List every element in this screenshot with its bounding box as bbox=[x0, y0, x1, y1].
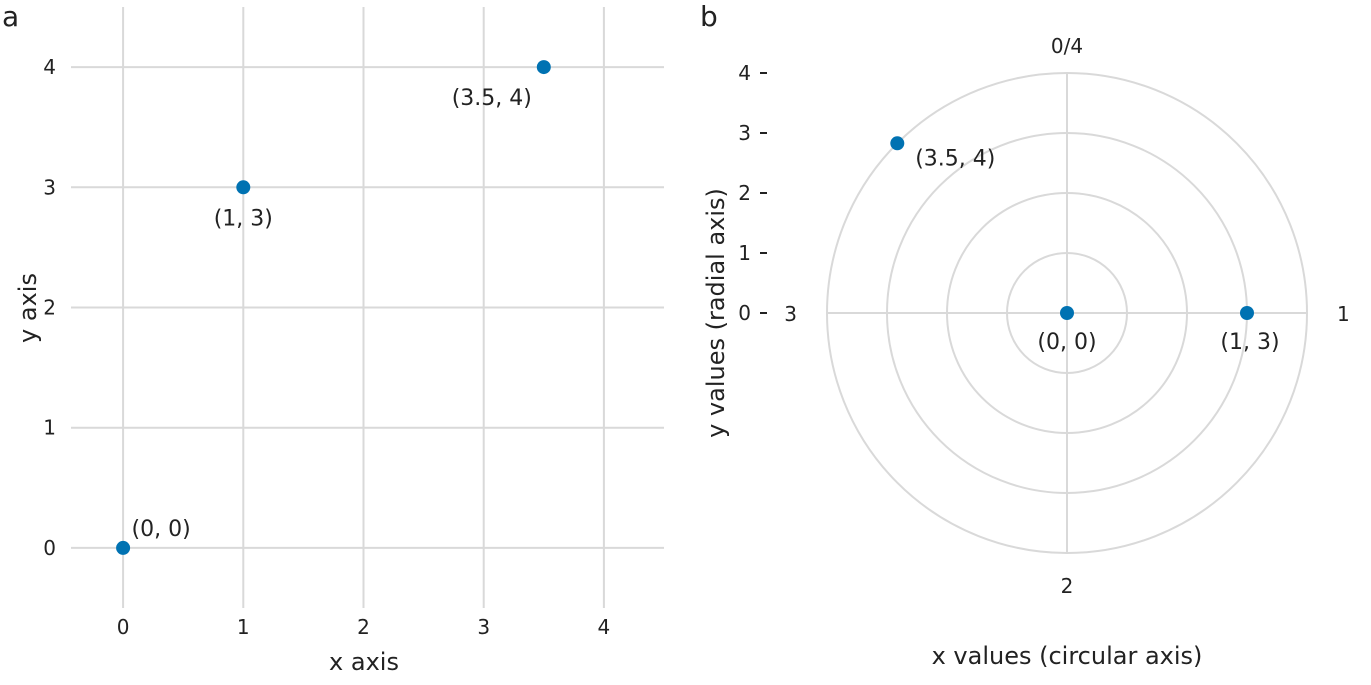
x-axis-title: x axis bbox=[329, 648, 399, 676]
angular-tick-label: 2 bbox=[1061, 574, 1074, 598]
data-point bbox=[236, 180, 251, 195]
point-label: (0, 0) bbox=[1037, 330, 1096, 355]
x-tick-label: 0 bbox=[117, 615, 130, 639]
y-tick-label: 1 bbox=[43, 416, 56, 440]
y-tick-label: 0 bbox=[43, 536, 56, 560]
cartesian-points bbox=[116, 60, 551, 555]
panel-a-tag: a bbox=[2, 0, 19, 33]
data-point bbox=[1060, 306, 1074, 320]
data-point bbox=[536, 60, 551, 75]
cartesian-panel: a 0 1 2 3 4 0 1 2 3 4 (0, 0) (1, 3) (3.5, 4) x axis… bbox=[2, 0, 664, 676]
angular-tick-label: 0/4 bbox=[1051, 34, 1083, 58]
y-tick-label: 4 bbox=[43, 55, 56, 79]
panel-b-tag: b bbox=[700, 0, 718, 33]
cartesian-tick-labels: 0 1 2 3 4 0 1 2 3 4 bbox=[43, 55, 610, 639]
x-tick-label: 3 bbox=[477, 615, 490, 639]
polar-panel: b 0/4 1 2 3 0 1 2 3 4 (0, 0) (1, 3) (3.5, 4) x val… bbox=[700, 0, 1350, 670]
radial-tick-label: 0 bbox=[738, 301, 751, 325]
point-label: (3.5, 4) bbox=[915, 146, 995, 171]
data-point bbox=[116, 540, 131, 555]
angular-tick-label: 3 bbox=[784, 302, 797, 326]
point-label: (3.5, 4) bbox=[452, 86, 532, 111]
polar-tick-labels: 0/4 1 2 3 0 1 2 3 4 bbox=[738, 34, 1349, 598]
data-point bbox=[1240, 306, 1254, 320]
radial-tick-label: 2 bbox=[738, 181, 751, 205]
data-point bbox=[890, 136, 905, 151]
cartesian-point-labels: (0, 0) (1, 3) (3.5, 4) bbox=[132, 86, 532, 542]
y-tick-label: 3 bbox=[43, 175, 56, 199]
point-label: (1, 3) bbox=[1220, 330, 1279, 355]
radial-tick-label: 3 bbox=[738, 121, 751, 145]
point-label: (1, 3) bbox=[214, 206, 273, 231]
radial-axis-title: y values (radial axis) bbox=[702, 188, 730, 438]
x-tick-label: 2 bbox=[357, 615, 370, 639]
cartesian-grid bbox=[71, 7, 664, 608]
radial-tick-label: 4 bbox=[738, 61, 751, 85]
angular-tick-label: 1 bbox=[1337, 302, 1350, 326]
polar-points bbox=[890, 136, 1254, 320]
point-label: (0, 0) bbox=[132, 517, 191, 542]
circular-axis-title: x values (circular axis) bbox=[932, 642, 1203, 670]
y-axis-title: y axis bbox=[14, 273, 42, 343]
polar-point-labels: (0, 0) (1, 3) (3.5, 4) bbox=[915, 146, 1279, 355]
x-tick-label: 1 bbox=[237, 615, 250, 639]
y-tick-label: 2 bbox=[43, 296, 56, 320]
radial-tick-label: 1 bbox=[738, 241, 751, 265]
x-tick-label: 4 bbox=[598, 615, 611, 639]
